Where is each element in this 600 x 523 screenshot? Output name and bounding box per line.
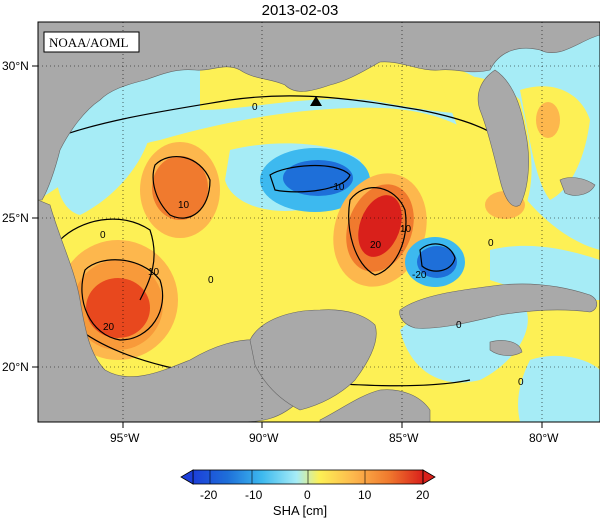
triangle-marker (310, 96, 322, 106)
contour-label: 0 (208, 275, 214, 286)
colorbar-tick: 10 (358, 488, 372, 502)
negative-anomaly-region (56, 124, 150, 215)
cold-eddy-central-core (283, 160, 353, 196)
credit-text: NOAA/AOML (49, 35, 129, 50)
colorbar-tick: -10 (245, 488, 263, 502)
contour-label: -20 (412, 270, 427, 281)
contour-label: 0 (518, 377, 524, 388)
colorbar-min-arrow (180, 469, 194, 485)
contour-label: -10 (330, 182, 345, 193)
land-central-america (319, 389, 431, 423)
colorbar-max-arrow (422, 469, 436, 485)
contour-label: 0 (100, 230, 106, 241)
land-jamaica (489, 340, 523, 356)
contour-label: 0 (488, 238, 494, 249)
credit-box (43, 31, 140, 53)
land-yucatan (249, 309, 377, 411)
negative-anomaly-region (518, 355, 600, 422)
land-cuba (399, 283, 598, 329)
warm-eddy-loop-current-core (358, 195, 402, 257)
tick-marks (32, 65, 543, 428)
contour-label: 10 (400, 224, 412, 235)
contour-label: 20 (103, 322, 115, 333)
colorbar-label: SHA [cm] (272, 503, 328, 518)
contour-label: 20 (370, 240, 382, 251)
land-florida (477, 69, 529, 207)
colorbar-tick: 20 (416, 488, 430, 502)
warm-patch-atlantic (536, 102, 560, 138)
colorbar: -20 -10 0 10 20 (180, 469, 436, 502)
contour-label: 0 (456, 320, 462, 331)
warm-eddy-west-core (86, 278, 150, 338)
map-frame (37, 21, 600, 423)
lon-label-80w: 80°W (529, 431, 559, 445)
lon-label-85w: 85°W (389, 431, 419, 445)
lon-label-95w: 95°W (110, 431, 140, 445)
colorbar-tick: 0 (304, 488, 311, 502)
lon-label-90w: 90°W (249, 431, 279, 445)
contour-label: 10 (148, 267, 160, 278)
colorbar-tick: -20 (200, 488, 218, 502)
map-date-title: 2013-02-03 (261, 2, 339, 19)
lat-label-20n: 20°N (2, 360, 29, 374)
contour-label: 10 (178, 200, 190, 211)
lat-label-30n: 30°N (2, 59, 29, 73)
lat-label-25n: 25°N (2, 211, 29, 225)
land-masses (37, 21, 600, 423)
graticule (38, 22, 600, 422)
warm-eddy-northwest-core (152, 156, 208, 220)
land-north-america (37, 21, 600, 201)
land-bahamas (559, 177, 596, 196)
contour-label: 0 (252, 102, 258, 113)
